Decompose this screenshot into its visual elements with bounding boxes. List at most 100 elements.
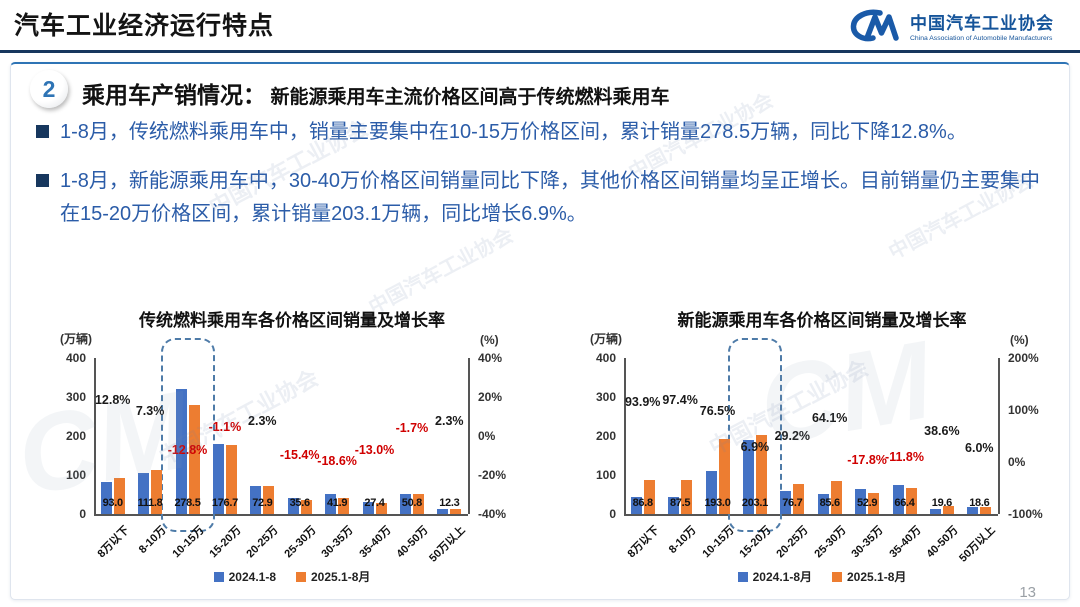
- bar-2024: [668, 496, 680, 514]
- growth-label: -15.4%: [279, 448, 320, 463]
- right-axis-tick: -20%: [478, 468, 507, 482]
- bar-2025: [188, 405, 200, 514]
- value-label: 86.8: [632, 497, 654, 509]
- right-axis-tick: 100%: [1008, 403, 1039, 417]
- bar-2024: [817, 493, 829, 514]
- bar-2024: [399, 493, 411, 514]
- right-axis-tick: 0%: [478, 429, 496, 443]
- value-label: 203.1: [741, 497, 768, 509]
- left-axis-unit: (万辆): [590, 332, 622, 346]
- legend-item: 2024.1-8: [213, 568, 276, 585]
- x-axis-line: [624, 514, 998, 516]
- growth-label: -13.0%: [354, 443, 395, 458]
- bullet-item-2: 1-8月，新能源乘用车中，30-40万价格区间销量同比下降，其他价格区间销量均呈…: [36, 165, 1050, 230]
- value-label: 93.0: [102, 497, 124, 509]
- right-axis-unit: (%): [480, 333, 499, 347]
- bar-2025: [375, 503, 387, 514]
- growth-label: -1.1%: [208, 420, 242, 435]
- legend-item: 2024.1-8月: [737, 568, 812, 585]
- right-axis-unit: (%): [1010, 333, 1029, 347]
- left-axis-tick: 200: [65, 429, 86, 443]
- bar-2024: [630, 496, 642, 514]
- bar-2025: [151, 470, 163, 514]
- right-axis-tick: -40%: [478, 507, 507, 521]
- bar-2025: [225, 445, 237, 514]
- bar-2024: [742, 439, 754, 514]
- value-label: 85.6: [819, 497, 841, 509]
- bar-2025: [942, 506, 954, 514]
- growth-label: -11.8%: [885, 450, 924, 465]
- growth-label: 2.3%: [435, 413, 464, 428]
- value-label: 66.4: [894, 497, 915, 509]
- left-axis-line: [94, 358, 96, 514]
- bar-2024: [780, 490, 792, 514]
- left-axis-tick: 100: [595, 468, 616, 482]
- bar-2024: [705, 471, 717, 514]
- growth-label: -17.8%: [847, 453, 887, 468]
- left-axis-tick: 100: [65, 468, 86, 482]
- chart-new-energy: 新能源乘用车各价格区间销量及增长率 (万辆) (%) 400 300 200 100 0 200…: [582, 300, 1062, 600]
- bullet-text-1: 1-8月，传统燃料乘用车中，销量主要集中在10-15万价格区间，累计销量278.…: [60, 121, 967, 143]
- value-label: 19.6: [931, 497, 953, 509]
- legend-item: 2025.1-8月: [296, 568, 370, 585]
- logo-name-en: China Association of Automobile Manufact…: [910, 34, 1053, 42]
- bar-2025: [980, 506, 992, 514]
- value-label: 35.6: [289, 497, 311, 509]
- bar-2025: [793, 484, 805, 514]
- bar-2025: [643, 480, 655, 514]
- right-axis-tick: 20%: [478, 390, 503, 404]
- growth-label: 93.9%: [624, 395, 661, 410]
- bar-2024: [100, 481, 112, 514]
- right-axis-tick: 40%: [478, 351, 503, 365]
- section-heading: 乘用车产销情况： 新能源乘用车主流价格区间高于传统燃料乘用车: [82, 76, 669, 110]
- bar-2025: [113, 477, 125, 514]
- page-title: 汽车工业经济运行特点: [14, 12, 275, 40]
- bullet-square-icon: [36, 125, 49, 138]
- bar-2024: [855, 488, 867, 514]
- chart-legend: 2024.1-8 2025.1-8月: [52, 568, 532, 585]
- value-label: 12.3: [439, 497, 460, 509]
- bullet-square-icon: [36, 174, 49, 188]
- growth-label: -12.8%: [167, 442, 208, 457]
- bar-2024: [250, 486, 262, 514]
- bar-2025: [830, 480, 842, 514]
- bar-2025: [681, 479, 693, 514]
- legend-label: 2025.1-8月: [311, 570, 371, 584]
- caam-cm-logo-icon: [848, 8, 902, 49]
- growth-label: 6.9%: [740, 440, 770, 455]
- left-axis-tick: 200: [595, 429, 616, 443]
- legend-swatch-icon: [832, 571, 842, 582]
- value-label: 27.4: [364, 497, 385, 509]
- legend-label: 2025.1-8月: [847, 570, 907, 584]
- section-subtitle: 新能源乘用车主流价格区间高于传统燃料乘用车: [270, 87, 670, 108]
- legend-swatch-icon: [737, 571, 748, 582]
- legend-item: 2025.1-8月: [832, 568, 906, 585]
- chart-legend: 2024.1-8月 2025.1-8月: [582, 568, 1062, 585]
- value-label: 76.7: [782, 497, 803, 509]
- bar-2025: [755, 434, 767, 514]
- legend-label: 2024.1-8: [228, 569, 276, 584]
- left-axis-tick: 400: [65, 351, 86, 365]
- bar-2024: [362, 501, 374, 514]
- bar-2024: [929, 508, 941, 514]
- value-label: 193.0: [704, 497, 731, 509]
- bullet-item-1: 1-8月，传统燃料乘用车中，销量主要集中在10-15万价格区间，累计销量278.…: [36, 116, 1050, 148]
- value-label: 111.8: [137, 497, 163, 509]
- bar-2025: [905, 488, 917, 514]
- bullet-text-2: 1-8月，新能源乘用车中，30-40万价格区间销量同比下降，其他价格区间销量均呈…: [60, 170, 1041, 225]
- logo-name-cn: 中国汽车工业协会: [910, 14, 1054, 34]
- highlight-box: [160, 338, 215, 532]
- growth-label: 97.4%: [662, 393, 698, 408]
- growth-label: -1.7%: [395, 421, 429, 436]
- bar-2025: [450, 509, 462, 514]
- bar-2025: [338, 497, 350, 514]
- bar-2025: [868, 493, 880, 514]
- bar-2025: [300, 500, 312, 514]
- left-axis-tick: 300: [595, 390, 616, 404]
- right-axis-tick: 0%: [1008, 455, 1026, 469]
- growth-label: 29.2%: [774, 428, 811, 443]
- chart-title: 传统燃料乘用车各价格区间销量及增长率: [139, 311, 445, 330]
- growth-label: 38.6%: [924, 423, 960, 438]
- bar-2024: [212, 444, 224, 514]
- bar-2024: [325, 493, 337, 514]
